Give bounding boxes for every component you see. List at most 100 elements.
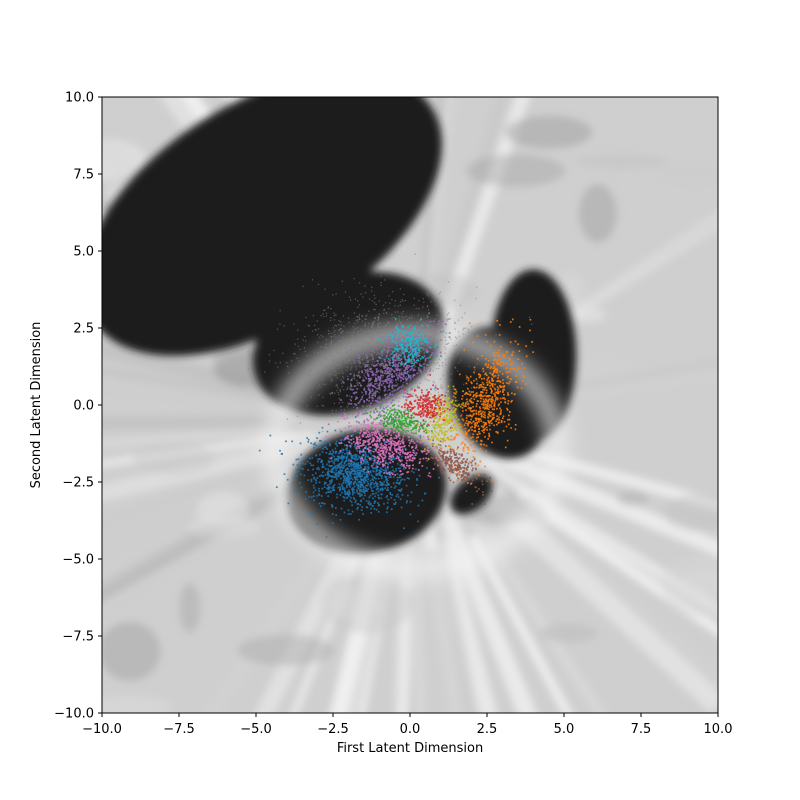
data-point bbox=[475, 419, 477, 421]
data-point bbox=[331, 513, 334, 515]
data-point bbox=[376, 397, 379, 400]
data-point bbox=[343, 389, 345, 391]
data-point bbox=[325, 346, 327, 349]
data-point bbox=[465, 398, 468, 401]
data-point bbox=[325, 452, 328, 454]
data-point bbox=[411, 345, 414, 347]
data-point bbox=[467, 415, 470, 417]
data-point bbox=[358, 467, 361, 470]
data-point bbox=[367, 381, 370, 383]
data-point bbox=[356, 316, 358, 318]
data-point bbox=[494, 383, 496, 386]
data-point bbox=[379, 326, 382, 328]
data-point bbox=[489, 372, 492, 375]
data-point bbox=[410, 470, 413, 473]
data-point bbox=[410, 368, 413, 371]
data-point bbox=[388, 454, 391, 457]
data-point bbox=[386, 448, 389, 451]
data-point bbox=[472, 401, 474, 404]
data-point bbox=[385, 397, 388, 399]
data-point bbox=[395, 414, 398, 416]
data-point bbox=[410, 440, 413, 443]
data-point bbox=[334, 429, 337, 432]
data-point bbox=[470, 415, 473, 417]
data-point bbox=[466, 446, 468, 449]
data-point bbox=[414, 413, 417, 416]
data-point bbox=[339, 450, 342, 452]
data-point bbox=[479, 410, 482, 412]
data-point bbox=[404, 347, 406, 349]
data-point bbox=[311, 474, 314, 476]
data-point bbox=[379, 341, 382, 343]
data-point bbox=[490, 398, 493, 400]
data-point bbox=[343, 325, 345, 327]
data-point bbox=[403, 386, 405, 388]
data-point bbox=[353, 374, 356, 377]
data-point bbox=[355, 396, 358, 399]
data-point bbox=[400, 373, 403, 376]
data-point bbox=[394, 416, 397, 419]
data-point bbox=[347, 494, 350, 497]
data-point bbox=[412, 428, 414, 431]
data-point bbox=[385, 416, 388, 418]
data-point bbox=[333, 331, 335, 333]
data-point bbox=[397, 359, 400, 362]
data-point bbox=[330, 332, 332, 334]
data-point bbox=[387, 467, 389, 470]
data-point bbox=[355, 345, 357, 347]
data-point bbox=[367, 440, 370, 443]
data-point bbox=[286, 478, 289, 481]
data-point bbox=[322, 448, 324, 450]
data-point bbox=[458, 453, 461, 456]
data-point bbox=[410, 432, 413, 434]
data-point bbox=[492, 362, 495, 365]
data-point bbox=[367, 322, 370, 325]
data-point bbox=[409, 350, 412, 353]
data-point bbox=[372, 423, 375, 425]
data-point bbox=[393, 421, 395, 424]
data-point bbox=[510, 378, 513, 381]
data-point bbox=[377, 319, 379, 322]
data-point bbox=[362, 468, 364, 471]
data-point bbox=[418, 430, 420, 433]
data-point bbox=[480, 413, 482, 416]
data-point bbox=[367, 383, 370, 386]
data-point bbox=[417, 330, 419, 333]
data-point bbox=[484, 407, 487, 410]
data-point bbox=[417, 354, 420, 356]
data-point bbox=[452, 424, 455, 427]
data-point bbox=[414, 381, 417, 384]
data-point bbox=[407, 413, 409, 415]
data-point bbox=[406, 372, 408, 375]
data-point bbox=[429, 368, 432, 370]
data-point bbox=[464, 422, 467, 424]
data-point bbox=[400, 463, 403, 466]
data-point bbox=[379, 484, 382, 486]
data-point bbox=[480, 425, 483, 428]
data-point bbox=[429, 475, 432, 478]
data-point bbox=[358, 360, 361, 362]
data-point bbox=[351, 345, 353, 348]
data-point bbox=[363, 428, 365, 431]
data-point bbox=[444, 322, 446, 325]
data-point bbox=[398, 353, 401, 356]
data-point bbox=[389, 393, 392, 396]
data-point bbox=[393, 356, 396, 358]
data-point bbox=[402, 336, 404, 338]
data-point bbox=[500, 401, 502, 404]
data-point bbox=[440, 402, 443, 405]
data-point bbox=[338, 452, 340, 455]
data-point bbox=[384, 475, 386, 478]
data-point bbox=[464, 460, 467, 463]
data-point bbox=[347, 479, 350, 481]
data-point bbox=[394, 311, 396, 313]
data-point bbox=[495, 396, 498, 399]
data-point bbox=[409, 383, 411, 385]
data-point bbox=[496, 397, 499, 400]
data-point bbox=[279, 361, 281, 364]
data-point bbox=[397, 418, 399, 421]
data-point bbox=[387, 498, 390, 501]
data-point bbox=[438, 319, 441, 322]
data-point bbox=[366, 405, 368, 407]
data-point bbox=[373, 438, 375, 441]
